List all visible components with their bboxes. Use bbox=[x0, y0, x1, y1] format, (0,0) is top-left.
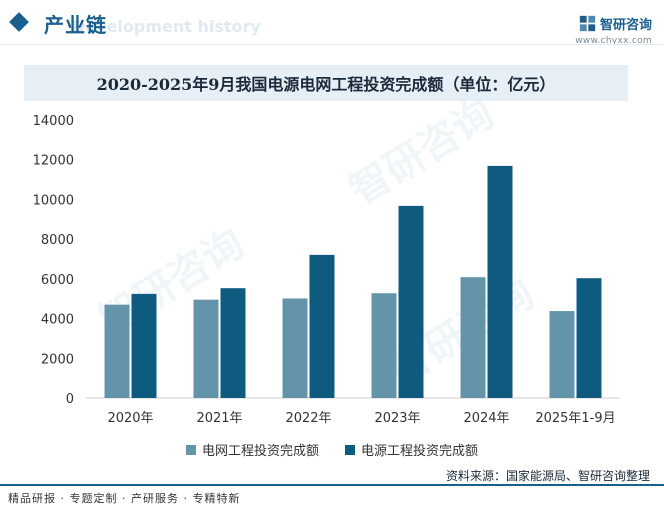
y-tick-label: 0 bbox=[66, 392, 74, 407]
bar-power-investment bbox=[398, 205, 424, 398]
brand-logo: 智研咨询 www.chyxx.com bbox=[575, 14, 652, 46]
legend-item-grid: 电网工程投资完成额 bbox=[185, 440, 319, 459]
legend-swatch-grid bbox=[185, 444, 196, 455]
brand-name: 智研咨询 bbox=[599, 18, 652, 33]
x-tick-label: 2022年 bbox=[285, 411, 331, 426]
brand-url: www.chyxx.com bbox=[575, 36, 652, 46]
legend-label-power: 电源工程投资完成额 bbox=[361, 444, 479, 459]
bar-grid-investment bbox=[282, 298, 308, 398]
y-tick-label: 2000 bbox=[41, 352, 74, 367]
x-tick-label: 2021年 bbox=[196, 411, 242, 426]
header: Development history 产业链 智研咨询 www.chyxx.c… bbox=[0, 0, 664, 56]
bar-power-investment bbox=[309, 254, 335, 398]
footer: 资料来源：国家能源局、智研咨询整理 精品研报 · 专题定制 · 产研服务 · 专… bbox=[0, 464, 664, 505]
bar-grid-investment bbox=[549, 311, 575, 398]
bar-grid-investment bbox=[460, 277, 486, 398]
y-tick-label: 6000 bbox=[41, 273, 74, 288]
diamond-icon bbox=[9, 12, 29, 32]
x-tick-label: 2024年 bbox=[463, 411, 509, 426]
x-tick-label: 2025年1-9月 bbox=[535, 411, 615, 426]
section-title: 产业链 bbox=[44, 13, 107, 37]
y-axis: 0 2000 4000 6000 8000 10000 12000 14000 bbox=[33, 114, 74, 407]
brand-logo-icon bbox=[579, 15, 596, 32]
bar-grid-investment bbox=[104, 304, 130, 398]
y-tick-label: 10000 bbox=[33, 193, 74, 208]
x-tick-label: 2020年 bbox=[107, 411, 153, 426]
bar-power-investment bbox=[131, 293, 157, 398]
legend: 电网工程投资完成额 电源工程投资完成额 bbox=[0, 440, 664, 459]
legend-label-grid: 电网工程投资完成额 bbox=[201, 444, 319, 459]
bar-power-investment bbox=[576, 278, 602, 398]
bars bbox=[104, 165, 602, 398]
y-tick-label: 12000 bbox=[33, 154, 74, 169]
bar-power-investment bbox=[220, 288, 246, 398]
y-tick-label: 8000 bbox=[41, 233, 74, 248]
x-tick-label: 2023年 bbox=[374, 411, 420, 426]
legend-item-power: 电源工程投资完成额 bbox=[345, 440, 478, 459]
header-divider bbox=[0, 44, 664, 45]
bar-power-investment bbox=[487, 165, 513, 398]
x-axis: 2020年 2021年 2022年 2023年 2024年 2025年1-9月 bbox=[107, 411, 615, 426]
chart-title: 2020-2025年9月我国电源电网工程投资完成额（单位：亿元） bbox=[96, 75, 556, 94]
footer-divider bbox=[0, 484, 664, 486]
header-watermark-text: Development history bbox=[72, 17, 261, 36]
source-note: 资料来源：国家能源局、智研咨询整理 bbox=[445, 469, 650, 483]
chart-title-bar: 2020-2025年9月我国电源电网工程投资完成额（单位：亿元） bbox=[24, 65, 628, 101]
legend-swatch-power bbox=[345, 444, 355, 455]
footer-slogan: 精品研报 · 专题定制 · 产研服务 · 专精特新 bbox=[8, 492, 241, 505]
bar-grid-investment bbox=[193, 299, 219, 398]
y-tick-label: 4000 bbox=[41, 313, 74, 328]
y-tick-label: 14000 bbox=[33, 114, 74, 129]
bar-grid-investment bbox=[371, 293, 397, 398]
